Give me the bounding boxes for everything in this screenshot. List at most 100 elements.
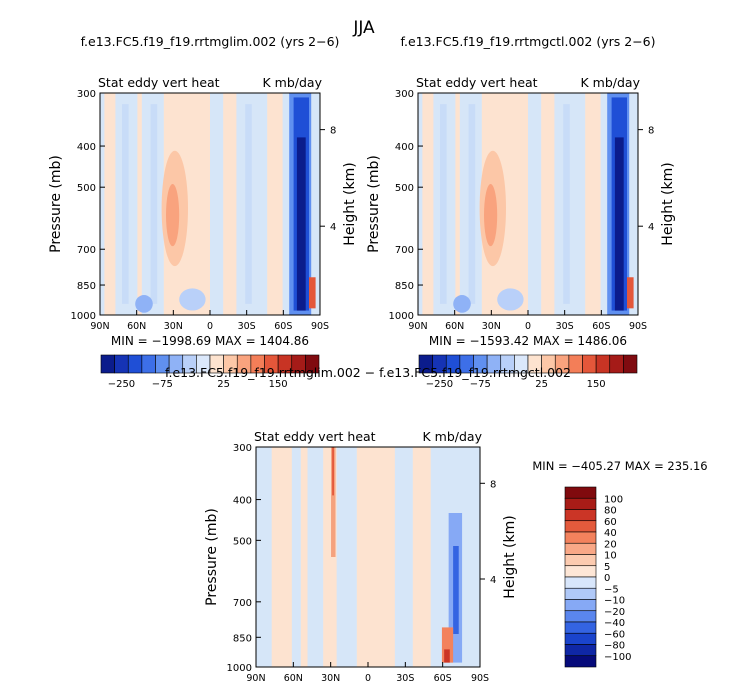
y-right-axis-label: Height (km) [342, 162, 358, 245]
colorbar: −250 −75 25 150 [100, 354, 320, 390]
y-tick-label: 1000 [71, 311, 96, 322]
y-right-axis-label: Height (km) [660, 162, 676, 245]
heatmap-field [100, 93, 320, 315]
x-tick-label: 90S [629, 321, 647, 332]
y-tick-label: 500 [395, 183, 414, 194]
heatmap-field [418, 93, 638, 315]
colorbar-label: 100 [604, 494, 623, 505]
y-tick-label: 400 [77, 142, 96, 153]
negative-streak [440, 104, 447, 304]
x-tick-label: 60S [274, 321, 292, 332]
colorbar-label: 40 [604, 528, 617, 539]
x-tick-label: 90S [311, 321, 329, 332]
low-level-negative [135, 295, 153, 313]
y-right-axis-label: Height (km) [502, 515, 518, 598]
y-right-tick-label: 8 [490, 479, 496, 490]
x-tick-label: 60S [592, 321, 610, 332]
y-axis-label: Pressure (mb) [204, 508, 220, 606]
colorbar-label: 150 [269, 379, 288, 390]
polar-positive-core [444, 649, 450, 663]
panel-subtitle-right: K mb/day [423, 429, 483, 444]
x-tick-label: 60N [445, 321, 464, 332]
y-tick-label: 700 [233, 598, 252, 609]
colorbar-label: −20 [604, 607, 625, 618]
colorbar-box [595, 354, 611, 374]
positive-band [267, 93, 283, 315]
colorbar-box [564, 621, 597, 634]
panel-rrtmgctl: f.e13.FC5.f19_f19.rrtmgctl.002 (yrs 2−6)… [366, 34, 676, 390]
panel-subtitle-right: K mb/day [263, 75, 323, 90]
low-level-negative [497, 288, 524, 311]
positive-band [541, 93, 555, 315]
x-tick-label: 60N [284, 673, 303, 684]
panel-subtitle-right: K mb/day [581, 75, 641, 90]
y-right-tick-label: 8 [648, 126, 654, 137]
positive-band [422, 93, 434, 315]
panel-subtitle-left: Stat eddy vert heat [416, 75, 538, 90]
positive-band [300, 447, 308, 667]
negative-streak [150, 104, 158, 304]
heating-max-inner [484, 184, 498, 247]
y-axis-label: Pressure (mb) [48, 155, 64, 253]
colorbar-label: 20 [604, 539, 617, 550]
positive-band [356, 447, 395, 667]
positive-band [585, 93, 601, 315]
colorbar-box [609, 354, 624, 374]
y-tick-label: 700 [395, 245, 414, 256]
colorbar-label: −75 [152, 379, 173, 390]
min-max-label: MIN = −1593.42 MAX = 1486.06 [429, 334, 627, 348]
heatmap-field [256, 447, 480, 667]
panel-title: f.e13.FC5.f19_f19.rrtmgctl.002 (yrs 2−6) [401, 34, 656, 49]
heating-max-inner [166, 184, 180, 247]
colorbar-box [564, 610, 597, 623]
negative-streak [468, 104, 476, 304]
y-tick-label: 850 [233, 633, 252, 644]
colorbar-box [564, 531, 597, 544]
colorbar-box [141, 354, 156, 374]
x-tick-label: 0 [207, 321, 213, 332]
positive-streak [331, 447, 336, 557]
x-tick-label: 30S [556, 321, 574, 332]
x-tick-label: 90N [408, 321, 427, 332]
low-level-negative [453, 295, 471, 313]
colorbar-box [564, 632, 597, 645]
x-tick-label: 90S [471, 673, 489, 684]
y-tick-label: 300 [77, 89, 96, 100]
colorbar-box [564, 542, 597, 555]
x-tick-label: 30N [164, 321, 183, 332]
y-tick-label: 700 [77, 245, 96, 256]
colorbar-box [127, 354, 143, 374]
colorbar-box [100, 354, 115, 374]
x-tick-label: 90N [90, 321, 109, 332]
colorbar-box [564, 486, 597, 499]
polar-negative-core [614, 137, 624, 311]
colorbar-box [564, 655, 597, 668]
colorbar-label: −75 [470, 379, 491, 390]
x-tick-label: 0 [365, 673, 371, 684]
panel-subtitle-left: Stat eddy vert heat [98, 75, 220, 90]
colorbar-label: −100 [604, 652, 631, 663]
colorbar-label: 10 [604, 551, 617, 562]
positive-band [412, 447, 431, 667]
y-right-tick-label: 4 [490, 575, 496, 586]
positive-band [455, 93, 460, 315]
colorbar-box [564, 576, 597, 589]
x-tick-label: 60S [434, 673, 452, 684]
x-tick-label: 60N [127, 321, 146, 332]
y-axis-label: Pressure (mb) [366, 155, 382, 253]
colorbar-label: −60 [604, 629, 625, 640]
colorbar: −250 −75 25 150 [418, 354, 638, 390]
positive-band [271, 447, 292, 667]
y-right-tick-label: 4 [330, 222, 336, 233]
colorbar-label: −250 [426, 379, 453, 390]
y-tick-label: 300 [233, 443, 252, 454]
positive-band [137, 93, 142, 315]
positive-band [104, 93, 116, 315]
panel-difference: f.e13.FC5.f19_f19.rrtmglim.002 − f.e13.F… [165, 365, 708, 684]
x-tick-label: 30S [396, 673, 414, 684]
x-tick-label: 30N [321, 673, 340, 684]
x-tick-label: 90N [246, 673, 265, 684]
polar-positive [627, 277, 634, 309]
polar-positive [441, 627, 454, 663]
